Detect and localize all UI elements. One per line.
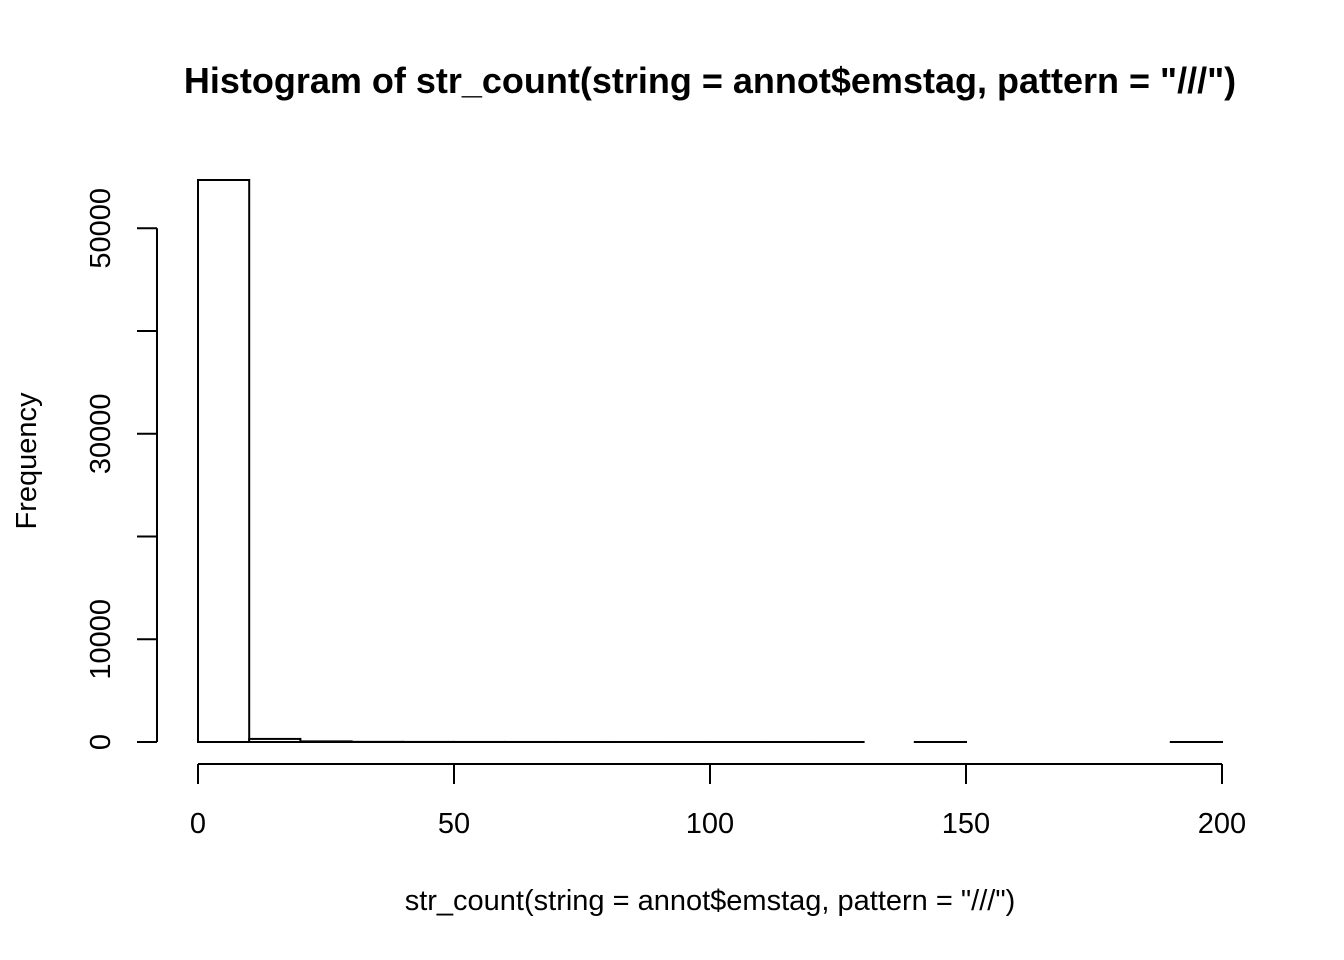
y-tick-label: 10000 [85, 599, 117, 680]
x-tick-label: 100 [686, 808, 734, 840]
y-axis-label: Frequency [11, 392, 43, 530]
x-tick-label: 200 [1198, 808, 1246, 840]
y-tick-label: 30000 [85, 393, 117, 474]
y-tick-label: 0 [85, 734, 117, 750]
x-axis-label: str_count(string = annot$emstag, pattern… [405, 885, 1016, 917]
x-tick-label: 150 [942, 808, 990, 840]
x-axis: 0 50 100 150 200 [190, 763, 1246, 840]
histogram-bar [248, 737, 302, 743]
chart-title: Histogram of str_count(string = annot$em… [184, 60, 1236, 101]
y-tick-label: 50000 [85, 188, 117, 269]
x-tick-label: 0 [190, 808, 206, 840]
histogram-bars [197, 179, 1224, 744]
y-axis: 0 10000 30000 50000 [85, 188, 158, 750]
histogram-bar [197, 179, 251, 743]
histogram-bar [299, 740, 353, 743]
x-tick-label: 50 [438, 808, 470, 840]
